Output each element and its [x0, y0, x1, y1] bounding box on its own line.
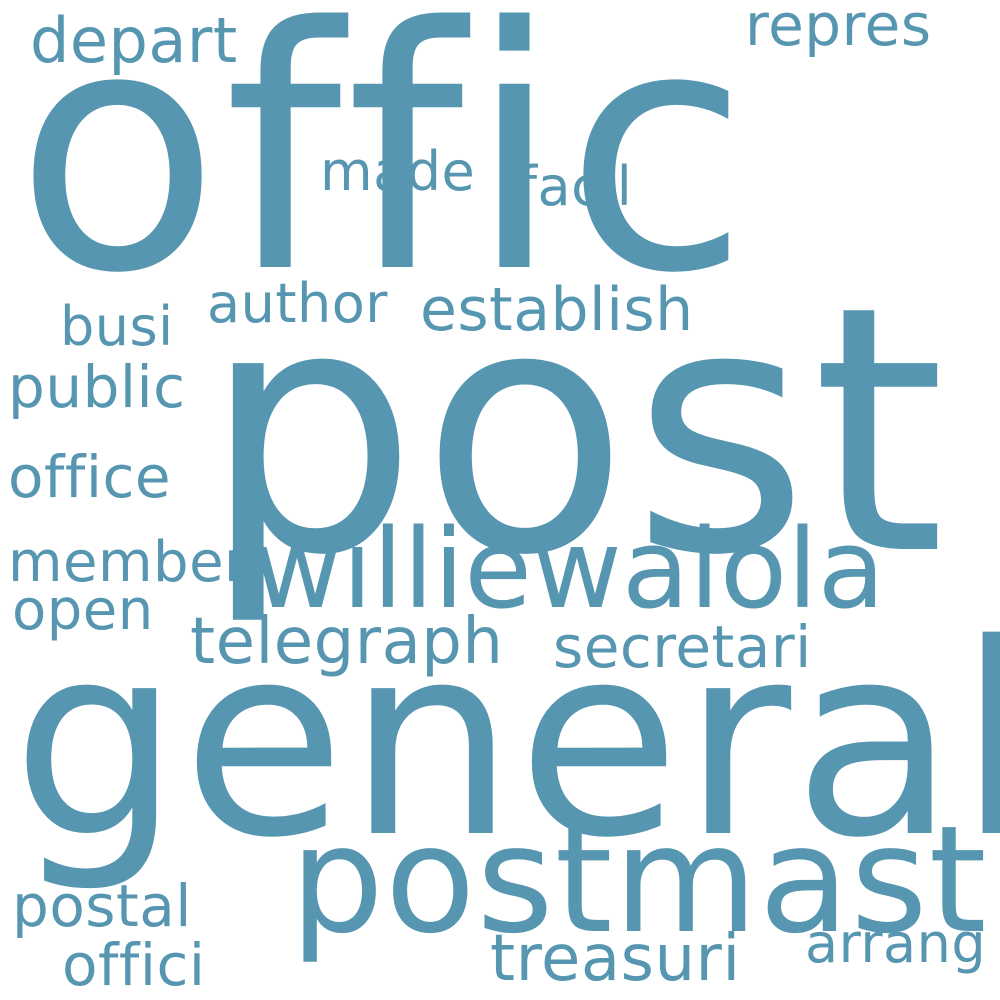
word-offici: offici: [62, 931, 206, 999]
word-establish: establish: [420, 275, 694, 345]
word-treasuri: treasuri: [490, 922, 741, 996]
word-made: made: [320, 140, 476, 203]
word-general: general: [12, 588, 1000, 896]
word-office: office: [8, 443, 172, 511]
word-post: post: [202, 234, 949, 630]
word-repres: repres: [745, 0, 932, 59]
word-open: open: [12, 578, 154, 643]
word-author: author: [207, 272, 388, 335]
word-telegraph: telegraph: [190, 605, 504, 679]
word-facil: facil: [518, 155, 633, 218]
word-depart: depart: [30, 4, 238, 77]
word-arrang: arrang: [805, 912, 987, 975]
word-member: member: [8, 530, 248, 595]
word-public: public: [8, 353, 186, 421]
word-williewaiola: williewaiola: [252, 505, 886, 633]
word-busi: busi: [60, 295, 174, 358]
word-secretari: secretari: [553, 613, 812, 681]
word-postmast: postmast: [290, 794, 988, 966]
word-offic: offic: [15, 0, 754, 347]
word-postal: postal: [12, 872, 192, 940]
